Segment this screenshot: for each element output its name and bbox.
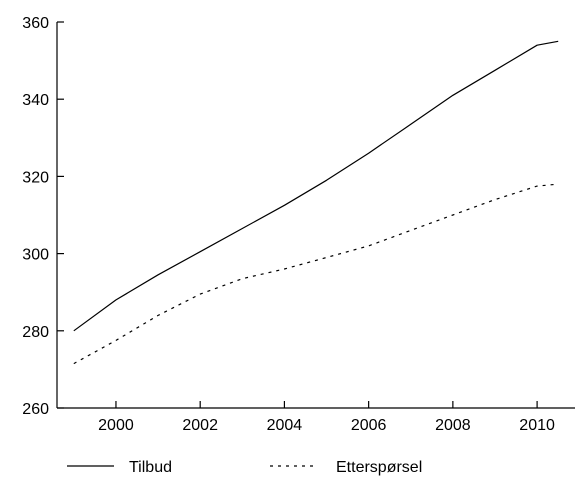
axes: [56, 22, 575, 409]
x-tick-label: 2004: [267, 417, 303, 434]
y-tick-label: 280: [22, 324, 49, 341]
legend: Tilbud Etterspørsel: [67, 459, 422, 476]
series-layer: [73, 40, 559, 365]
x-tick-label: 2002: [182, 417, 218, 434]
series-line-ettersporsel: [73, 183, 559, 365]
legend-label-ettersporsel: Etterspørsel: [336, 459, 422, 476]
x-axis-ticks: 2000 2002 2004 2006 2008 2010: [98, 401, 555, 434]
x-tick-label: 2006: [351, 417, 387, 434]
y-axis-ticks: 260 280 300 320 340 360: [22, 15, 64, 418]
y-tick-label: 260: [22, 401, 49, 418]
x-tick-label: 2008: [435, 417, 471, 434]
y-tick-label: 300: [22, 247, 49, 264]
y-tick-label: 360: [22, 15, 49, 32]
series-line-tilbud: [73, 40, 559, 332]
x-tick-label: 2000: [98, 417, 134, 434]
y-tick-label: 340: [22, 92, 49, 109]
x-tick-label: 2010: [519, 417, 555, 434]
y-tick-label: 320: [22, 169, 49, 186]
legend-label-tilbud: Tilbud: [129, 459, 172, 476]
